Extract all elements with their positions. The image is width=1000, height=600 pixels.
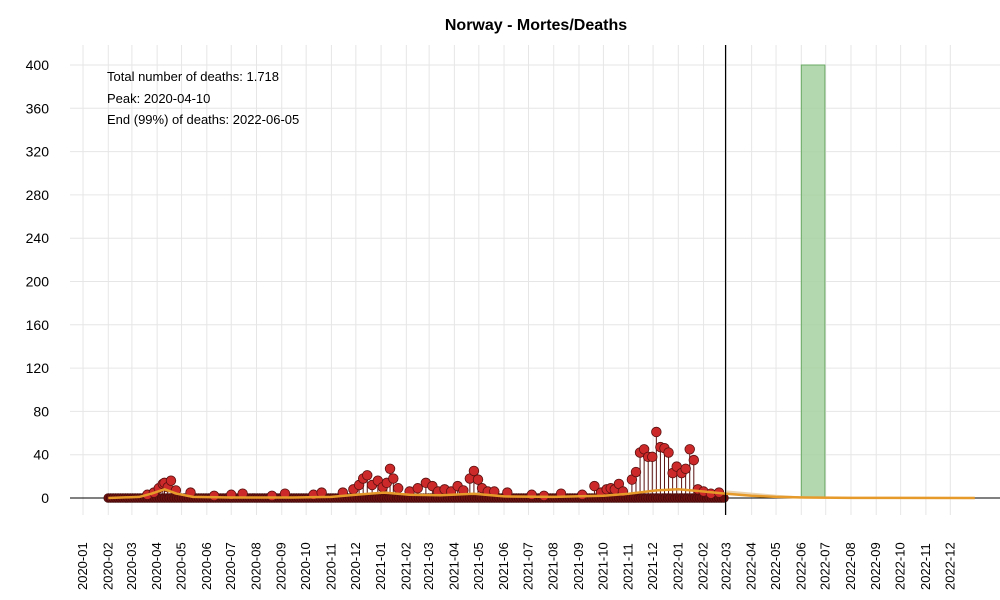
end-band-rect	[800, 64, 826, 499]
y-tick-label: 40	[33, 447, 49, 463]
x-axis: 2020-01 2020-02 2020-03 2020-04 2020-05 2020-…	[75, 542, 957, 590]
data-point	[630, 466, 642, 478]
y-tick-label: 360	[26, 100, 50, 116]
x-tick-label: 2020-02	[100, 542, 115, 590]
x-tick-label: 2022-04	[744, 542, 759, 590]
x-tick-label: 2021-01	[373, 542, 388, 590]
x-tick-label: 2022-09	[868, 542, 883, 590]
x-tick-label: 2020-08	[248, 542, 263, 590]
x-tick-label: 2020-04	[149, 542, 164, 590]
data-point	[684, 444, 695, 455]
x-tick-label: 2022-06	[793, 542, 808, 590]
x-tick-label: 2022-01	[670, 542, 685, 590]
y-tick-label: 120	[26, 360, 50, 376]
x-tick-label: 2020-03	[124, 542, 139, 590]
data-point	[412, 483, 423, 494]
x-tick-label: 2021-11	[621, 543, 636, 590]
data-point	[208, 490, 220, 502]
x-tick-label: 2020-01	[75, 542, 90, 590]
x-tick-label: 2021-05	[471, 542, 486, 590]
x-tick-label: 2022-11	[918, 543, 933, 590]
x-tick-label: 2021-07	[520, 542, 535, 590]
grid-lines	[70, 45, 1000, 515]
data-point	[384, 463, 396, 474]
x-tick-label: 2020-06	[199, 542, 214, 590]
x-tick-label: 2022-10	[893, 542, 908, 590]
annotations: Total number of deaths: 1.718 Peak: 2020…	[107, 69, 299, 127]
data-point	[266, 490, 278, 502]
y-tick-label: 400	[26, 57, 50, 73]
x-tick-label: 2020-12	[348, 542, 363, 590]
x-tick-label: 2020-11	[323, 543, 338, 590]
chart-title: Norway - Mortes/Deaths	[445, 17, 627, 34]
data-point	[589, 480, 600, 492]
data-point	[663, 447, 674, 458]
annotation-peak: Peak: 2020-04-10	[107, 91, 210, 106]
x-tick-label: 2020-09	[274, 542, 289, 590]
y-tick-label: 280	[26, 187, 50, 203]
data-point	[647, 451, 658, 463]
data-point	[680, 463, 691, 474]
y-axis: 0 40 80 120 160 200 240 280 320 360 400	[26, 57, 50, 506]
x-tick-label: 2021-02	[398, 542, 413, 590]
data-point	[468, 465, 480, 477]
y-tick-label: 200	[26, 274, 50, 290]
x-tick-label: 2020-05	[174, 542, 189, 590]
data-point	[392, 483, 404, 494]
y-tick-label: 240	[26, 230, 50, 246]
data-point	[165, 475, 177, 486]
y-tick-label: 80	[33, 403, 49, 419]
x-tick-label: 2022-12	[942, 542, 957, 590]
end-of-deaths-band	[800, 64, 826, 499]
x-tick-label: 2021-08	[546, 542, 561, 590]
x-tick-label: 2021-10	[595, 542, 610, 590]
x-tick-label: 2022-05	[768, 542, 783, 590]
x-tick-label: 2021-03	[421, 542, 436, 590]
x-tick-label: 2022-02	[696, 542, 711, 590]
x-tick-label: 2021-12	[645, 542, 660, 590]
x-tick-label: 2021-04	[446, 542, 461, 590]
x-tick-label: 2021-06	[496, 542, 511, 590]
fitted-curve	[108, 488, 975, 500]
data-point	[526, 489, 537, 500]
data-point	[577, 489, 588, 500]
data-point	[388, 473, 399, 484]
y-tick-label: 160	[26, 317, 50, 333]
annotation-end: End (99%) of deaths: 2022-06-05	[107, 112, 299, 127]
data-point	[472, 474, 484, 485]
data-point	[688, 454, 700, 466]
x-tick-label: 2020-07	[223, 542, 238, 590]
y-tick-label: 320	[26, 144, 50, 160]
y-tick-label: 0	[41, 490, 49, 506]
x-tick-label: 2022-03	[718, 542, 733, 590]
data-series	[70, 45, 1000, 515]
x-tick-label: 2022-08	[843, 542, 858, 590]
x-tick-label: 2020-10	[298, 542, 313, 590]
x-tick-label: 2022-07	[818, 542, 833, 590]
x-tick-label: 2021-09	[571, 542, 586, 590]
data-point	[651, 426, 662, 438]
data-point	[362, 470, 373, 481]
annotation-total: Total number of deaths: 1.718	[107, 69, 279, 84]
